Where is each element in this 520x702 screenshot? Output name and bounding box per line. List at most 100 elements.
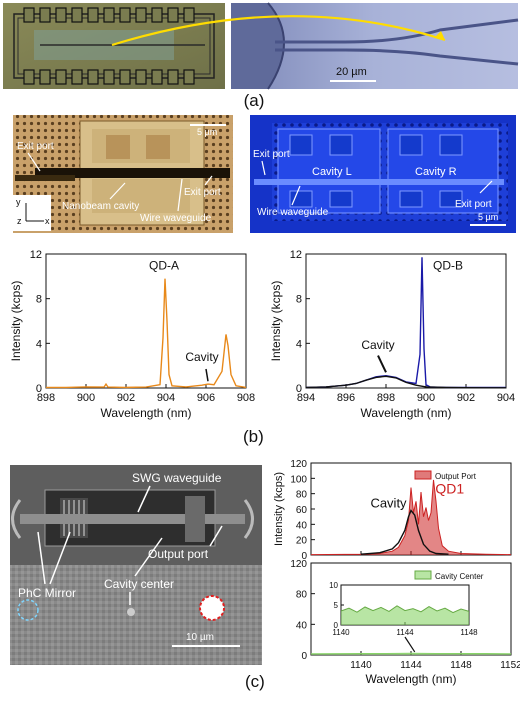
panel-a-label: (a) [244,91,265,110]
series-line-0 [310,652,512,655]
x-tick-label: 902 [457,392,475,404]
label-wire-waveguide: Wire waveguide [140,213,212,224]
inset-y-tick-label: 5 [334,601,339,610]
annotation-1: Cavity [361,338,394,352]
label-nanobeam-cavity: Nanobeam cavity [62,201,139,212]
left-scale-label: 5 µm [197,127,217,137]
legend-label: Cavity Center [435,572,484,581]
swg-sem-image: SWG waveguide Output port [10,465,262,565]
panel-c-label: (c) [245,672,265,691]
x-tick-label: 898 [377,392,395,404]
x-tick-label: 900 [417,392,435,404]
label-cavity-l: Cavity L [312,166,352,178]
series-line-1 [360,509,449,555]
y-tick-label: 80 [296,490,308,501]
x-tick-label: 896 [337,392,355,404]
inset-y-tick-label: 10 [329,581,338,590]
cavity-arrow [205,368,209,382]
annotation-1: QD1 [435,481,464,497]
label-cavity-r: Cavity R [415,166,457,178]
y-tick-label: 80 [296,590,308,601]
right-scale-label: 5 µm [478,212,498,222]
y-tick-label: 0 [301,551,307,562]
x-axis-label: Wavelength (nm) [366,672,457,686]
y-tick-label: 12 [290,249,302,261]
legend-label: Output Port [435,472,477,481]
cavity-arrow [377,355,387,373]
x-axis-label: Wavelength (nm) [101,406,192,420]
y-tick-label: 40 [296,620,308,631]
legend-swatch [414,470,432,480]
label-phc-mirror: PhC Mirror [18,586,76,600]
label-swg-waveguide: SWG waveguide [132,471,222,485]
spectrum-chart-qd-a: 898 900 902 904 906 908 0 4 8 12 Wavelength (nm) In… [9,249,255,420]
x-tick-label: 908 [237,392,255,404]
panel-c-scale-label: 10 µm [186,632,214,643]
series-line-0 [46,278,247,389]
annotation-0: Cavity [370,495,407,510]
axis-z-label: z [17,216,22,226]
nanobeam-optical-image: y z x 5 µm Exit port Nanobeam cavity Exi… [13,115,233,233]
x-tick-label: 904 [157,392,175,404]
series-line-0 [305,257,506,389]
y-tick-label: 4 [36,338,42,350]
y-tick-label: 4 [296,338,302,350]
inset-pointer-arrow [404,636,416,653]
plot-frame [305,253,507,389]
y-tick-label: 8 [296,294,302,306]
inset-y-tick-label: 0 [334,621,339,630]
y-tick-label: 0 [301,651,307,662]
x-tick-label: 900 [77,392,95,404]
inset-series-line [340,605,470,614]
series-area-0 [311,479,511,555]
y-tick-label: 100 [290,474,307,485]
x-axis-label: Wavelength (nm) [361,406,452,420]
label-wire-waveguide-b: Wire waveguide [257,207,329,218]
y-axis-label: Intensity (kcps) [269,281,283,362]
axis-y-label: y [16,197,21,207]
y-tick-label: 12 [30,249,42,261]
chip-micrograph [3,3,225,89]
x-tick-label: 904 [497,392,515,404]
annotation-1: Cavity [185,350,218,364]
label-cavity-center: Cavity center [104,577,174,591]
y-tick-label: 120 [290,559,307,570]
x-tick-label: 894 [297,392,315,404]
panel-a-images: 20 µm (a) [3,2,519,110]
cavity-emission-image: Cavity center PhC Mirror 10 µm [10,531,262,665]
y-axis-label: Intensity (kcps) [9,281,23,362]
panel-b-label: (b) [243,427,264,446]
x-tick-label: 1140 [350,660,372,671]
label-exit-port-right-b: Exit port [455,199,492,210]
annotation-0: QD-B [433,259,463,273]
panel-c-image: SWG waveguide Output port Cavity center … [0,460,265,670]
label-exit-port-left: Exit port [17,141,54,152]
y-tick-label: 120 [290,459,307,470]
x-tick-label: 1144 [400,660,422,671]
spectrum-chart-qd-b: 894 896 898 900 902 904 0 4 8 12 Wavelength (nm) In… [269,249,515,420]
series-line-0 [310,479,512,556]
label-exit-port-left-b: Exit port [253,149,290,160]
series-line-1 [305,375,506,389]
inset-x-tick-label: 1148 [460,628,478,637]
y-tick-label: 20 [296,536,308,547]
zoom-arrow [111,15,446,47]
coupled-cavity-image: Exit port Cavity L Cavity R Wire wavegui… [250,115,516,233]
x-tick-label: 906 [197,392,215,404]
y-axis-label: Intensity (kcps) [273,472,285,546]
plot-frame [45,253,247,389]
y-tick-label: 60 [296,505,308,516]
x-tick-label: 902 [117,392,135,404]
panel-a-scale-label: 20 µm [336,66,367,78]
x-tick-label: 1152 [500,660,520,671]
inset-series-area [341,605,469,625]
y-tick-label: 0 [36,383,42,395]
panel-a: 20 µm (a) [0,0,520,112]
panel-c-charts: 0 20 40 60 80 100 120 Output Port Cavity QD1 Inten… [265,455,520,697]
label-exit-port-right: Exit port [184,187,221,198]
axis-x-label: x [45,216,50,226]
inset-x-tick-label: 1144 [396,628,414,637]
annotation-0: QD-A [149,259,179,273]
y-tick-label: 0 [296,383,302,395]
